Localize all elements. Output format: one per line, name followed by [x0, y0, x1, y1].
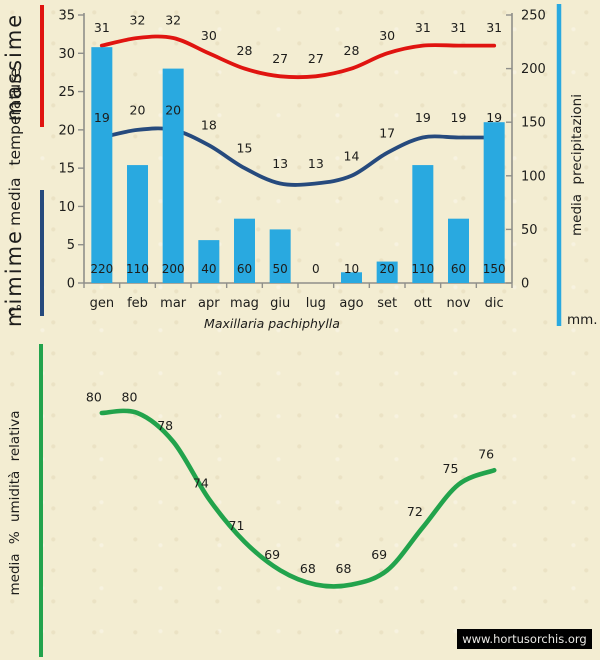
min-temp-value-label: 18 [201, 118, 217, 133]
max-temp-value-label: 30 [379, 28, 395, 43]
month-label: dic [485, 296, 504, 311]
humidity-value-label: 72 [407, 504, 423, 519]
month-label: ago [339, 296, 363, 311]
month-label: mag [230, 296, 259, 311]
precip-tick-label: 150 [521, 116, 546, 131]
url-badge-text: www.hortusorchis.org [462, 632, 586, 646]
max-temp-value-label: 28 [344, 43, 360, 58]
month-label: gen [90, 296, 115, 311]
max-temp-value-label: 28 [237, 43, 253, 58]
temp-tick-label: 0 [67, 277, 75, 292]
max-temp-value-label: 31 [451, 20, 467, 35]
humidity-value-label: 71 [229, 518, 245, 533]
max-temp-value-label: 31 [486, 20, 502, 35]
min-temp-value-label: 19 [451, 110, 467, 125]
precip-value-label: 0 [312, 262, 320, 276]
max-temp-value-label: 31 [94, 20, 110, 35]
precipitation-bar [484, 122, 505, 283]
precip-tick-label: 0 [521, 277, 529, 292]
max-temp-value-label: 31 [415, 20, 431, 35]
humidity-value-label: 68 [300, 561, 316, 576]
precip-tick-label: 250 [521, 9, 546, 24]
temp-tick-label: 30 [58, 47, 75, 62]
humidity-value-label: 69 [371, 547, 387, 562]
precip-value-label: 110 [411, 262, 434, 276]
humidity-value-label: 78 [157, 418, 173, 433]
month-label: mar [160, 296, 187, 311]
month-label: feb [127, 296, 148, 311]
precip-value-label: 110 [126, 262, 149, 276]
temp-tick-label: 20 [58, 123, 75, 138]
precip-value-label: 220 [90, 262, 113, 276]
precip-value-label: 10 [344, 262, 359, 276]
humidity-value-label: 69 [264, 547, 280, 562]
precip-value-label: 40 [201, 262, 216, 276]
humidity-chart: 80 80 78 74 71 69 68 68 69 72 75 76 [86, 390, 494, 587]
temperature-axis-title: media temperature [6, 68, 24, 226]
temperature-precipitation-chart: 0510152025303505010015020025031323230282… [58, 9, 545, 312]
month-label: lug [306, 296, 326, 311]
min-temp-value-label: 19 [415, 110, 431, 125]
precip-value-label: 150 [483, 262, 506, 276]
precip-value-label: 20 [380, 262, 395, 276]
climate-diagram-canvas: 0510152025303505010015020025031323230282… [0, 0, 600, 660]
temp-tick-label: 25 [58, 85, 75, 100]
max-temp-value-label: 32 [130, 12, 146, 27]
min-temp-value-label: 13 [272, 156, 288, 171]
month-label: nov [447, 296, 471, 311]
max-temp-value-label: 27 [308, 51, 324, 66]
min-temp-value-label: 13 [308, 156, 324, 171]
min-temp-value-label: 14 [344, 148, 360, 163]
precip-tick-label: 50 [521, 223, 538, 238]
max-temp-value-label: 32 [165, 12, 181, 27]
humidity-value-label: 76 [478, 447, 494, 462]
min-temp-value-label: 17 [379, 125, 395, 140]
min-temp-value-label: 20 [165, 102, 181, 117]
min-temp-value-label: 19 [94, 110, 110, 125]
precipitation-bar [163, 69, 184, 283]
precipitation-bar [91, 47, 112, 283]
month-label: giu [270, 296, 290, 311]
max-temp-value-label: 30 [201, 28, 217, 43]
precip-value-label: 200 [162, 262, 185, 276]
humidity-value-label: 68 [336, 561, 352, 576]
precipitation-axis-title: media precipitazioni [569, 94, 585, 236]
humidity-value-label: 80 [86, 390, 102, 405]
species-title: Maxillaria pachiphylla [204, 316, 340, 331]
precip-value-label: 60 [451, 262, 466, 276]
month-label: set [377, 296, 397, 311]
temp-tick-label: 15 [58, 162, 75, 177]
min-temp-value-label: 19 [486, 110, 502, 125]
precip-tick-label: 200 [521, 62, 546, 77]
humidity-line [102, 411, 494, 587]
temp-tick-label: 35 [58, 9, 75, 24]
temp-tick-label: 5 [67, 238, 75, 253]
precip-value-label: 60 [237, 262, 252, 276]
min-temp-value-label: 20 [130, 102, 146, 117]
precip-tick-label: 100 [521, 169, 546, 184]
humidity-value-label: 75 [443, 461, 459, 476]
humidity-axis-title: media % umidità relativa [7, 411, 23, 596]
min-temp-value-label: 15 [237, 141, 253, 156]
month-label: ott [414, 296, 432, 311]
humidity-value-label: 80 [122, 390, 138, 405]
celsius-unit-label: c° [8, 303, 22, 319]
mm-unit-label: mm. [567, 312, 598, 328]
temperature-line-mimime [102, 128, 494, 185]
temp-tick-label: 10 [58, 200, 75, 215]
temperature-line-massime [102, 36, 494, 77]
month-label: apr [198, 296, 220, 311]
humidity-value-label: 74 [193, 475, 209, 490]
max-temp-value-label: 27 [272, 51, 288, 66]
precip-value-label: 50 [273, 262, 288, 276]
climate-diagram: 0510152025303505010015020025031323230282… [0, 0, 600, 660]
